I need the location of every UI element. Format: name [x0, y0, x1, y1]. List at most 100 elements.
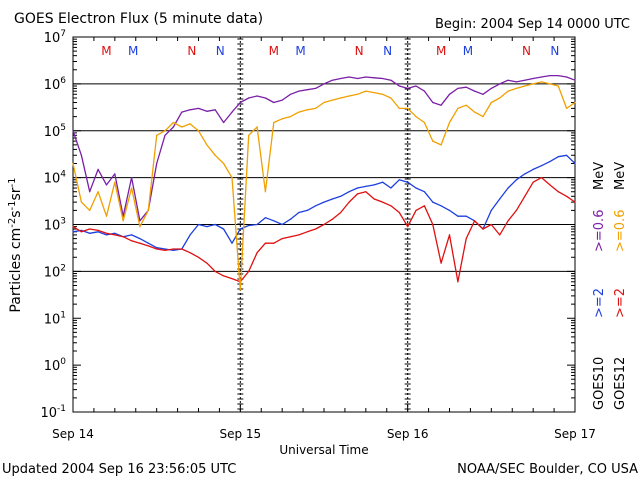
series-1-point — [574, 162, 576, 165]
x-tick-label: Sep 14 — [52, 427, 94, 441]
x-tick-label: Sep 15 — [219, 427, 261, 441]
series-2-point — [457, 87, 459, 89]
series-1-point — [306, 209, 308, 211]
legend-goes10-06mev: >=0.6 — [592, 210, 607, 252]
series-2-point — [256, 95, 258, 97]
series-4-point — [315, 107, 317, 109]
series-3-point — [331, 218, 333, 220]
credit-label: NOAA/SEC Boulder, CO USA — [457, 462, 638, 477]
legend-mev-2: MeV — [613, 162, 628, 190]
series-2-point — [156, 162, 158, 165]
series-1-point — [315, 205, 317, 207]
series-3-point — [490, 223, 492, 226]
series-2-point — [340, 77, 342, 80]
y-tick-label: 105 — [44, 123, 66, 140]
series-4-point — [289, 116, 292, 118]
series-2-point — [507, 79, 509, 81]
series-3-point — [457, 281, 459, 283]
x-axis-label: Universal Time — [279, 443, 368, 457]
series-2-point — [181, 111, 183, 113]
x-tick-label: Sep 17 — [554, 427, 596, 441]
series-4-point — [72, 162, 74, 165]
series-1-point — [407, 181, 409, 183]
legend: GOES10 GOES12 >=2 >=0.6 MeV >=2 >=0.6 Me… — [592, 162, 628, 410]
legend-goes12-06mev: >=0.6 — [613, 210, 628, 252]
series-2-point — [89, 191, 91, 193]
series-3-point — [197, 256, 200, 258]
series-3-point — [122, 236, 124, 238]
series-2-point — [524, 79, 526, 81]
series-2-point — [331, 79, 333, 81]
series-4-point — [490, 101, 492, 104]
series-4-point — [131, 187, 133, 189]
legend-goes10-2mev: >=2 — [592, 288, 607, 318]
series-4-point — [306, 109, 308, 111]
series-3-point — [214, 270, 216, 272]
series-1-point — [540, 165, 543, 167]
series-4-point — [197, 130, 200, 132]
series-4-point — [524, 85, 526, 87]
series-4-point — [382, 93, 384, 95]
series-4-point — [398, 107, 400, 109]
series-4-point — [474, 111, 476, 113]
series-1-point — [80, 229, 82, 231]
series-2-point — [566, 76, 568, 78]
series-3-point — [423, 205, 425, 207]
series-4-point — [147, 209, 149, 211]
marker-m: M — [269, 44, 279, 58]
series-1-point — [507, 187, 509, 189]
series-3-point — [323, 223, 325, 226]
series-2-point — [281, 99, 283, 101]
series-1-point — [549, 161, 551, 163]
series-4-point — [440, 144, 442, 146]
series-1-point — [214, 223, 216, 226]
series-1-point — [398, 179, 400, 181]
series-4-point — [566, 107, 568, 109]
series-line-4 — [72, 81, 576, 291]
series-4-point — [373, 92, 375, 94]
series-4-point — [172, 121, 174, 124]
series-3-point — [298, 234, 300, 236]
series-1-point — [382, 181, 384, 183]
series-3-point — [432, 223, 434, 226]
series-1-point — [164, 248, 166, 250]
marker-n: N — [522, 44, 531, 58]
y-tick-label: 100 — [44, 357, 67, 374]
series-1-point — [114, 232, 116, 234]
series-1-point — [273, 220, 275, 222]
series-4-point — [223, 162, 225, 165]
series-3-point — [356, 193, 359, 195]
series-2-point — [323, 83, 325, 85]
series-2-point — [499, 83, 501, 85]
series-2-point — [139, 220, 141, 222]
series-2-point — [432, 101, 434, 104]
series-2-point — [223, 121, 225, 124]
series-2-point — [390, 79, 392, 81]
series-4-point — [80, 201, 82, 203]
series-3-point — [315, 228, 317, 230]
series-3-point — [448, 234, 451, 236]
series-1-point — [147, 242, 149, 244]
series-4-point — [323, 101, 325, 104]
series-4-point — [356, 93, 359, 95]
legend-goes10: GOES10 — [592, 357, 607, 410]
marker-m: M — [295, 44, 305, 58]
series-2-point — [231, 111, 233, 113]
series-3-point — [281, 238, 283, 240]
series-3-point — [248, 270, 250, 272]
series-4-point — [189, 123, 191, 125]
series-3-point — [206, 262, 208, 264]
series-3-point — [465, 238, 467, 240]
series-4-point — [465, 104, 467, 106]
marker-n: N — [383, 44, 392, 58]
series-1-point — [256, 223, 258, 226]
series-4-point — [97, 191, 99, 193]
series-3-point — [97, 229, 99, 231]
series-2-point — [474, 90, 476, 92]
series-1-point — [432, 201, 434, 203]
series-4-point — [239, 289, 241, 291]
series-2-point — [440, 104, 442, 106]
series-3-point — [532, 181, 534, 183]
series-2-point — [298, 90, 300, 92]
